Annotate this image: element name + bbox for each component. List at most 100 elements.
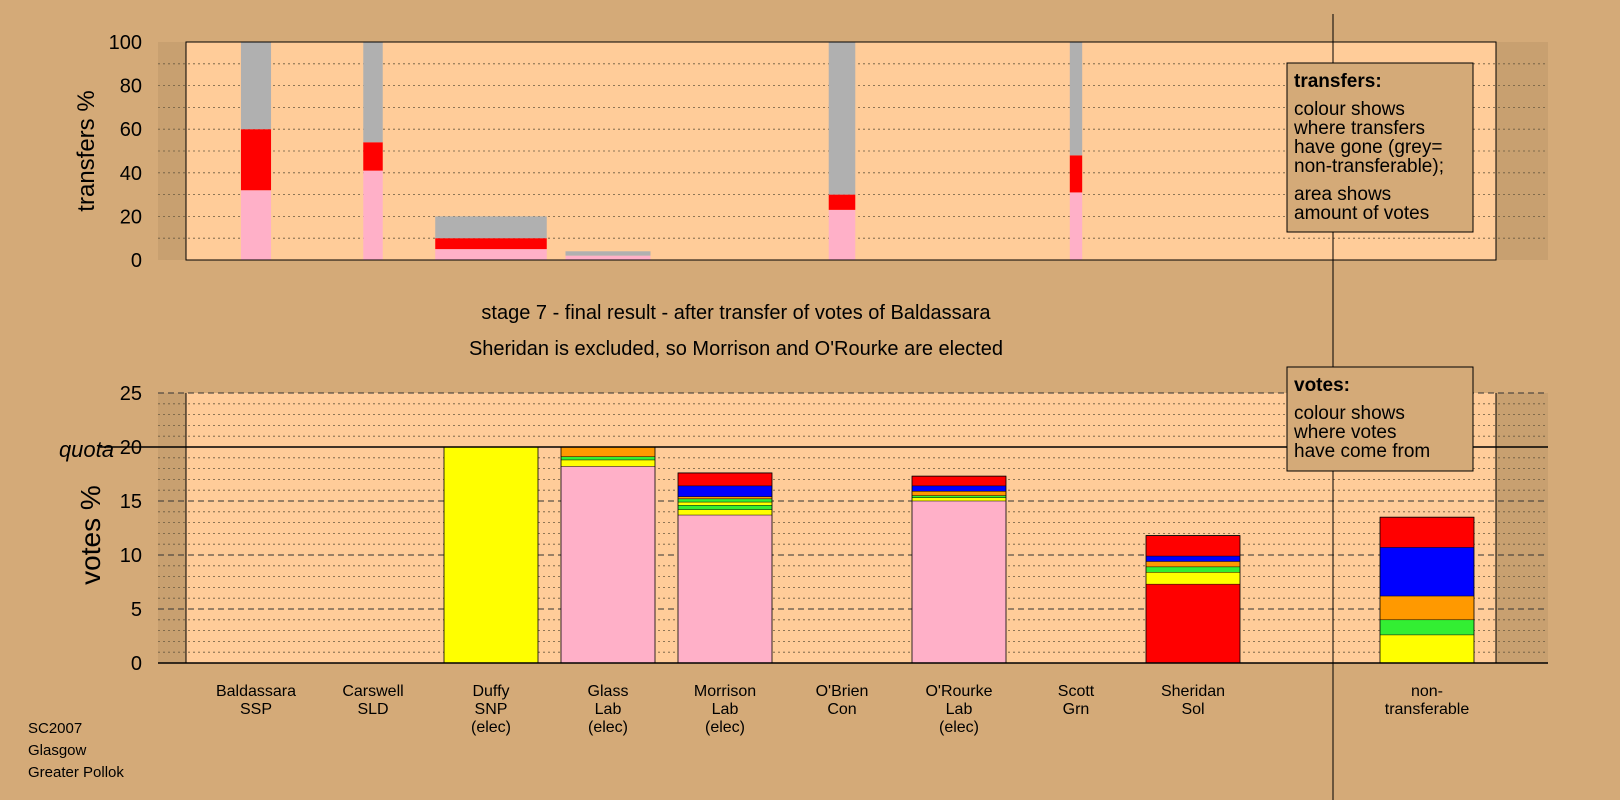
transfer-bar-segment [240, 42, 272, 130]
vote-bar-segment [1146, 566, 1240, 573]
vote-bar-segment [1380, 547, 1474, 597]
vote-bar-segment [678, 515, 772, 663]
vote-bar-segment [561, 447, 655, 457]
transfer-bar-segment [363, 170, 383, 260]
candidate-label-line: (elec) [588, 719, 628, 736]
transfers-frame [185, 41, 1497, 261]
vote-bar-segment [1380, 634, 1474, 663]
transfers-y-tick-label: 0 [131, 250, 142, 272]
vote-bar-segment [678, 485, 772, 497]
votes-bars [443, 446, 1475, 664]
votes-y-tick-label: 5 [131, 599, 142, 621]
transfers-legend-title: transfers: [1294, 71, 1382, 92]
vote-bar-segment [561, 466, 655, 663]
transfers-legend-line: non-transferable); [1294, 156, 1444, 177]
votes-y-tick-label: 25 [120, 383, 142, 405]
votes-y-axis-label: votes % [75, 485, 106, 585]
candidate-label-line: Sol [1181, 701, 1204, 718]
transfer-bar-segment [1069, 192, 1083, 260]
candidate-label-line: Lab [595, 701, 622, 718]
candidate-label-line: Lab [946, 701, 973, 718]
footer-line: SC2007 [28, 720, 82, 737]
candidate-label-line: Carswell [342, 683, 403, 700]
transfers-y-tick-label: 60 [120, 119, 142, 141]
transfers-y-tick-label: 20 [120, 206, 142, 228]
candidate-label-line: SSP [240, 701, 272, 718]
vote-bar-segment [1146, 584, 1240, 663]
transfer-bar-segment [1069, 155, 1083, 193]
footer-line: Glasgow [28, 742, 87, 759]
transfers-y-tick-label: 40 [120, 163, 142, 185]
stage-title: stage 7 - final result - after transfer … [481, 302, 991, 324]
transfers-y-tick-label: 80 [120, 76, 142, 98]
transfer-bar-segment [435, 216, 547, 239]
vote-bar-segment [678, 509, 772, 516]
transfers-legend-line: colour shows [1294, 99, 1405, 120]
votes-plot-area [186, 393, 1496, 663]
candidate-labels: BaldassaraSSPCarswellSLDDuffySNP(elec)Gl… [216, 683, 1469, 736]
candidate-label-line: SNP [475, 701, 508, 718]
vote-bar-segment [912, 476, 1006, 486]
transfer-bar-segment [828, 42, 856, 195]
transfers-legend-line: amount of votes [1294, 203, 1429, 224]
candidate-label-line: (elec) [939, 719, 979, 736]
vote-bar-segment [561, 456, 655, 460]
candidate-label-line: Glass [588, 683, 629, 700]
vote-bar-segment [678, 498, 772, 503]
candidate-label-line: Con [827, 701, 856, 718]
transfers-legend: transfers: colour shows where transfers … [1286, 62, 1474, 233]
vote-bar-segment [1146, 572, 1240, 585]
transfers-legend-line: where transfers [1293, 118, 1425, 139]
vote-bar-segment [1380, 517, 1474, 548]
transfer-bar-segment [435, 238, 547, 250]
vote-bar-segment [678, 505, 772, 510]
votes-y-tick-label: 10 [120, 545, 142, 567]
candidate-label-line: non- [1411, 683, 1443, 700]
transfers-y-axis-label: transfers % [73, 90, 100, 211]
candidate-label-line: (elec) [705, 719, 745, 736]
vote-bar-segment [912, 495, 1006, 498]
vote-bar-segment [912, 501, 1006, 663]
transfer-bar-segment [828, 209, 856, 260]
votes-y-tick-label: 0 [131, 653, 142, 675]
transfers-bars [240, 42, 1083, 260]
votes-grid [158, 392, 1548, 653]
footer-line: Greater Pollok [28, 764, 124, 781]
transfer-bar-segment [565, 251, 651, 256]
votes-legend: votes: colour shows where votes have com… [1286, 366, 1474, 472]
candidate-label-line: O'Brien [816, 683, 869, 700]
votes-y-tick-label: 15 [120, 491, 142, 513]
candidate-label-line: Grn [1063, 701, 1090, 718]
stage-subtitle: Sheridan is excluded, so Morrison and O'… [469, 338, 1003, 360]
vote-bar-segment [678, 496, 772, 499]
transfers-legend-line: have gone (grey= [1294, 137, 1442, 158]
vote-bar-segment [1146, 561, 1240, 567]
candidate-label-line: O'Rourke [925, 683, 992, 700]
votes-legend-line: colour shows [1294, 403, 1405, 424]
candidate-label-line: (elec) [471, 719, 511, 736]
candidate-label-line: SLD [357, 701, 388, 718]
vote-bar-segment [444, 447, 538, 663]
transfer-bar-segment [240, 190, 272, 260]
candidate-label-line: Morrison [694, 683, 756, 700]
vote-bar-segment [561, 459, 655, 467]
transfer-bar-segment [363, 142, 383, 171]
vote-bar-segment [678, 472, 772, 486]
transfer-bar-segment [565, 255, 651, 260]
votes-legend-line: where votes [1293, 422, 1396, 443]
transfer-bar-segment [828, 194, 856, 210]
votes-legend-box [1286, 366, 1474, 472]
transfers-legend-box [1286, 62, 1474, 233]
transfer-bar-segment [240, 129, 272, 191]
vote-bar-segment [678, 502, 772, 506]
vote-bar-segment [912, 485, 1006, 492]
vote-bar-segment [912, 491, 1006, 496]
transfer-bar-segment [363, 42, 383, 143]
candidate-label-line: Sheridan [1161, 683, 1225, 700]
candidate-label-line: Duffy [472, 683, 509, 700]
candidate-label-line: Scott [1058, 683, 1095, 700]
quota-label: quota [59, 437, 114, 462]
transfers-legend-line: area shows [1294, 184, 1391, 205]
